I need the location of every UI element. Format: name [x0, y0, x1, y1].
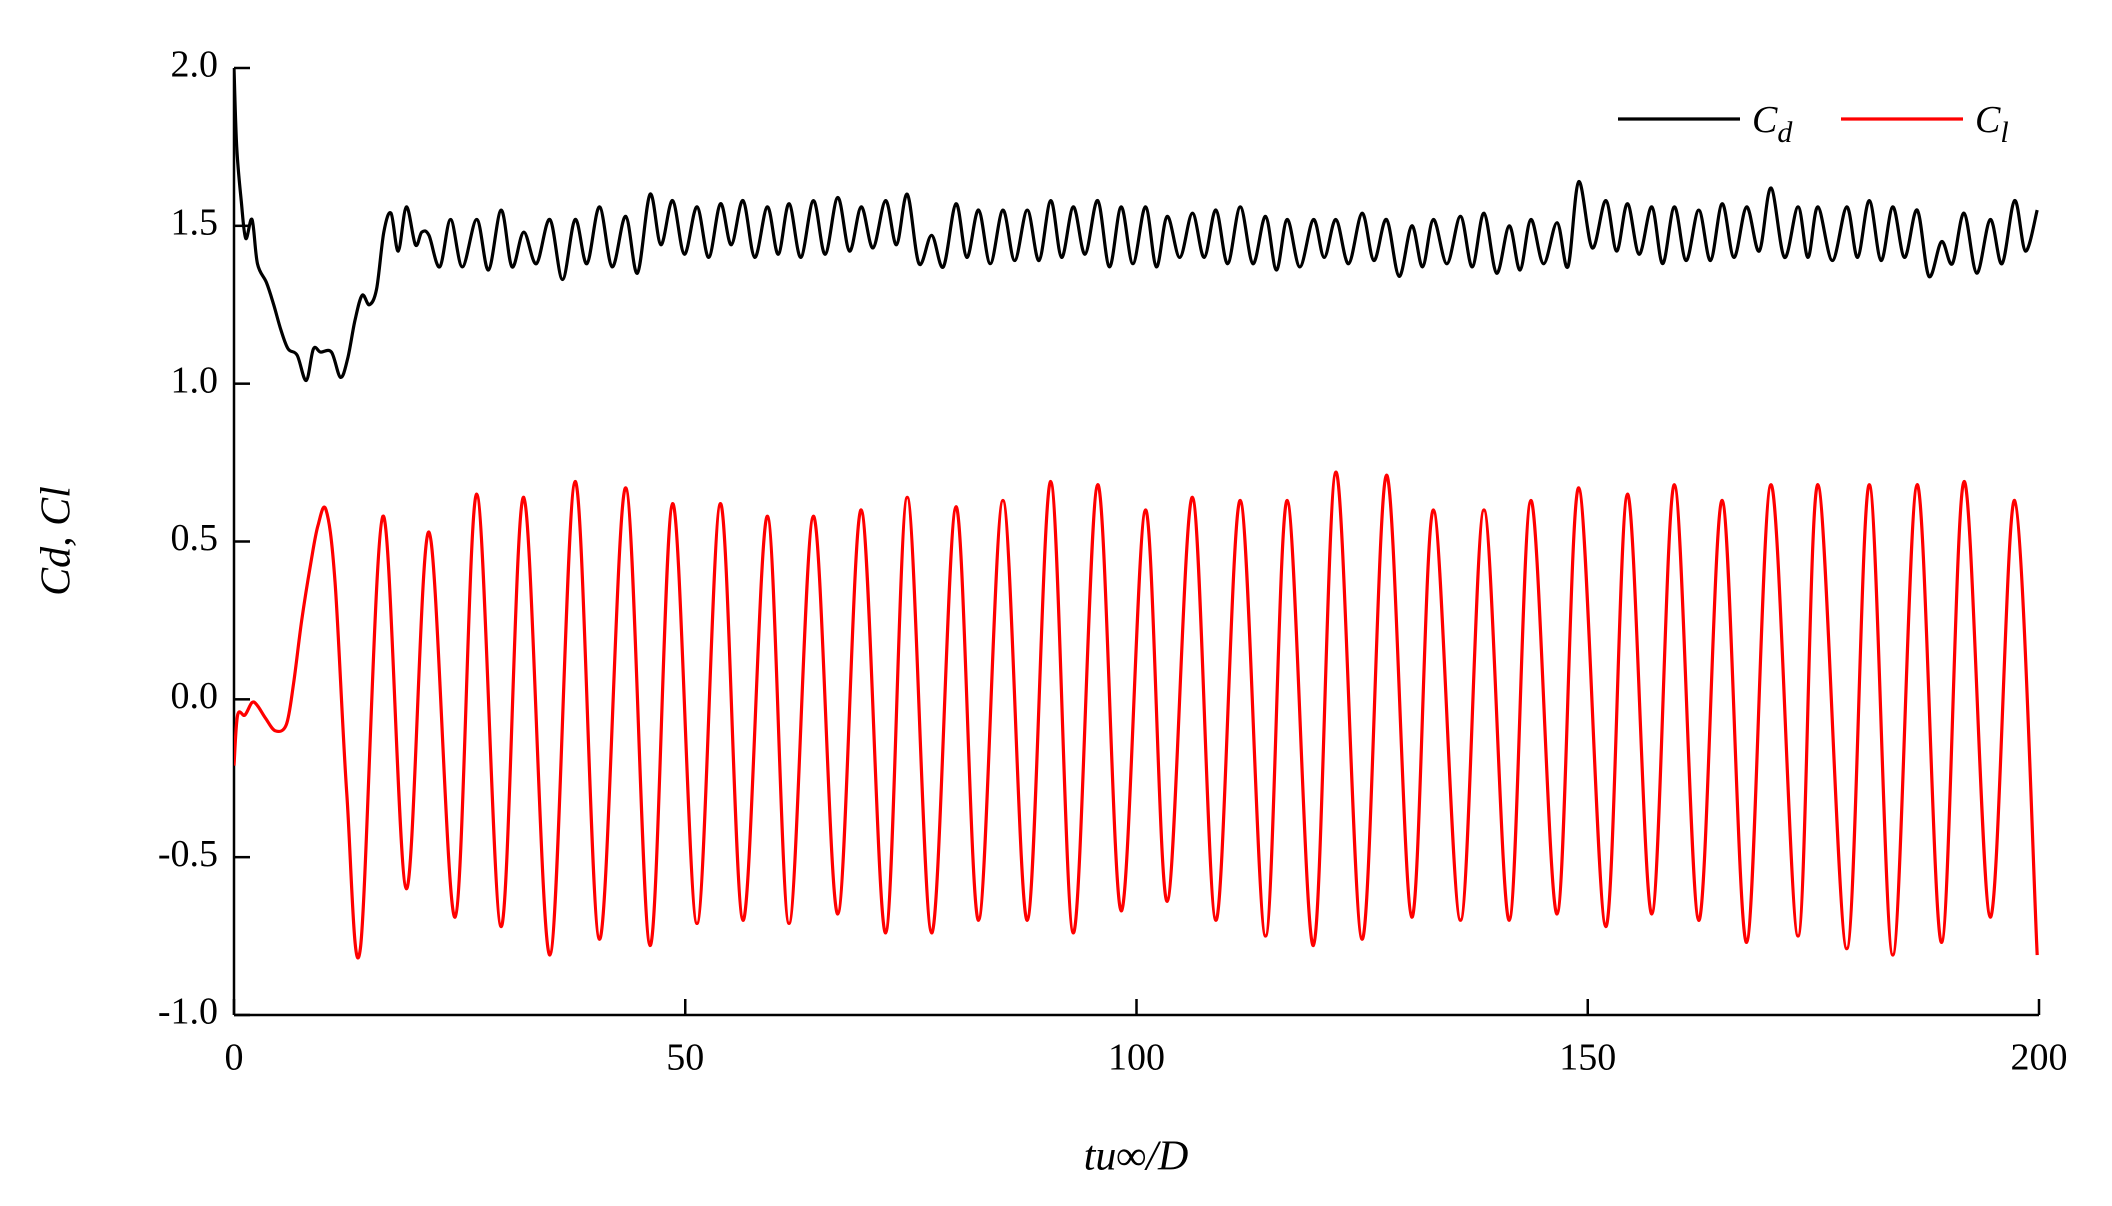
y-tick-label: 0.0 [171, 675, 219, 717]
x-tick-label: 150 [1559, 1037, 1616, 1079]
legend-label: Cl [1975, 99, 2009, 149]
x-tick-label: 50 [666, 1037, 704, 1079]
x-tick-label: 200 [2011, 1037, 2068, 1079]
y-tick-label: 0.5 [171, 517, 219, 559]
y-tick-label: 1.0 [171, 359, 219, 401]
y-axis-label: Cd, Cl [34, 486, 80, 596]
x-tick-label: 0 [225, 1037, 244, 1079]
legend-label: Cd [1752, 99, 1793, 149]
data-line [234, 470, 2039, 960]
x-tick-label: 100 [1108, 1037, 1165, 1079]
y-tick-label: 1.5 [171, 202, 219, 244]
y-tick-label: -0.5 [158, 833, 218, 875]
y-tick-label: 2.0 [171, 44, 219, 86]
data-line [234, 67, 2039, 383]
y-tick-label: -1.0 [158, 991, 218, 1033]
x-axis-label: tu∞/D [1084, 1134, 1189, 1180]
